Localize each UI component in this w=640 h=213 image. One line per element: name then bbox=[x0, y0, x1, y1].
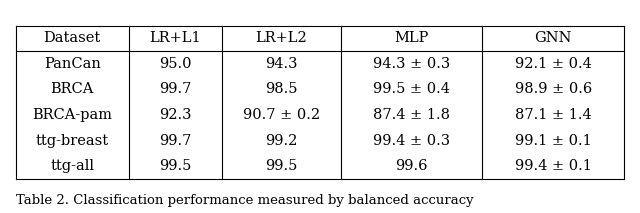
Text: 98.9 ± 0.6: 98.9 ± 0.6 bbox=[515, 82, 592, 96]
Text: 99.7: 99.7 bbox=[159, 134, 191, 148]
Text: Dataset: Dataset bbox=[44, 31, 101, 45]
Text: MLP: MLP bbox=[394, 31, 429, 45]
Text: ttg-all: ttg-all bbox=[51, 159, 94, 173]
Text: BRCA: BRCA bbox=[51, 82, 94, 96]
Text: 94.3: 94.3 bbox=[265, 57, 298, 71]
Text: ttg-breast: ttg-breast bbox=[36, 134, 109, 148]
Text: LR+L2: LR+L2 bbox=[255, 31, 307, 45]
Text: 87.4 ± 1.8: 87.4 ± 1.8 bbox=[373, 108, 450, 122]
Text: 94.3 ± 0.3: 94.3 ± 0.3 bbox=[373, 57, 451, 71]
Text: PanCan: PanCan bbox=[44, 57, 100, 71]
Text: 99.5 ± 0.4: 99.5 ± 0.4 bbox=[373, 82, 450, 96]
Text: 99.1 ± 0.1: 99.1 ± 0.1 bbox=[515, 134, 591, 148]
Text: GNN: GNN bbox=[534, 31, 572, 45]
Text: 99.2: 99.2 bbox=[265, 134, 298, 148]
Text: 99.5: 99.5 bbox=[265, 159, 298, 173]
Text: Table 2. Classification performance measured by balanced accuracy: Table 2. Classification performance meas… bbox=[16, 194, 474, 207]
Text: 99.4 ± 0.3: 99.4 ± 0.3 bbox=[373, 134, 451, 148]
Text: 95.0: 95.0 bbox=[159, 57, 191, 71]
Text: 99.5: 99.5 bbox=[159, 159, 191, 173]
Text: 99.6: 99.6 bbox=[396, 159, 428, 173]
Text: 99.4 ± 0.1: 99.4 ± 0.1 bbox=[515, 159, 591, 173]
Text: 92.3: 92.3 bbox=[159, 108, 191, 122]
Text: 90.7 ± 0.2: 90.7 ± 0.2 bbox=[243, 108, 320, 122]
Text: 98.5: 98.5 bbox=[265, 82, 298, 96]
Text: BRCA-pam: BRCA-pam bbox=[32, 108, 112, 122]
Text: 92.1 ± 0.4: 92.1 ± 0.4 bbox=[515, 57, 591, 71]
Text: 87.1 ± 1.4: 87.1 ± 1.4 bbox=[515, 108, 591, 122]
Text: 99.7: 99.7 bbox=[159, 82, 191, 96]
Text: LR+L1: LR+L1 bbox=[149, 31, 201, 45]
